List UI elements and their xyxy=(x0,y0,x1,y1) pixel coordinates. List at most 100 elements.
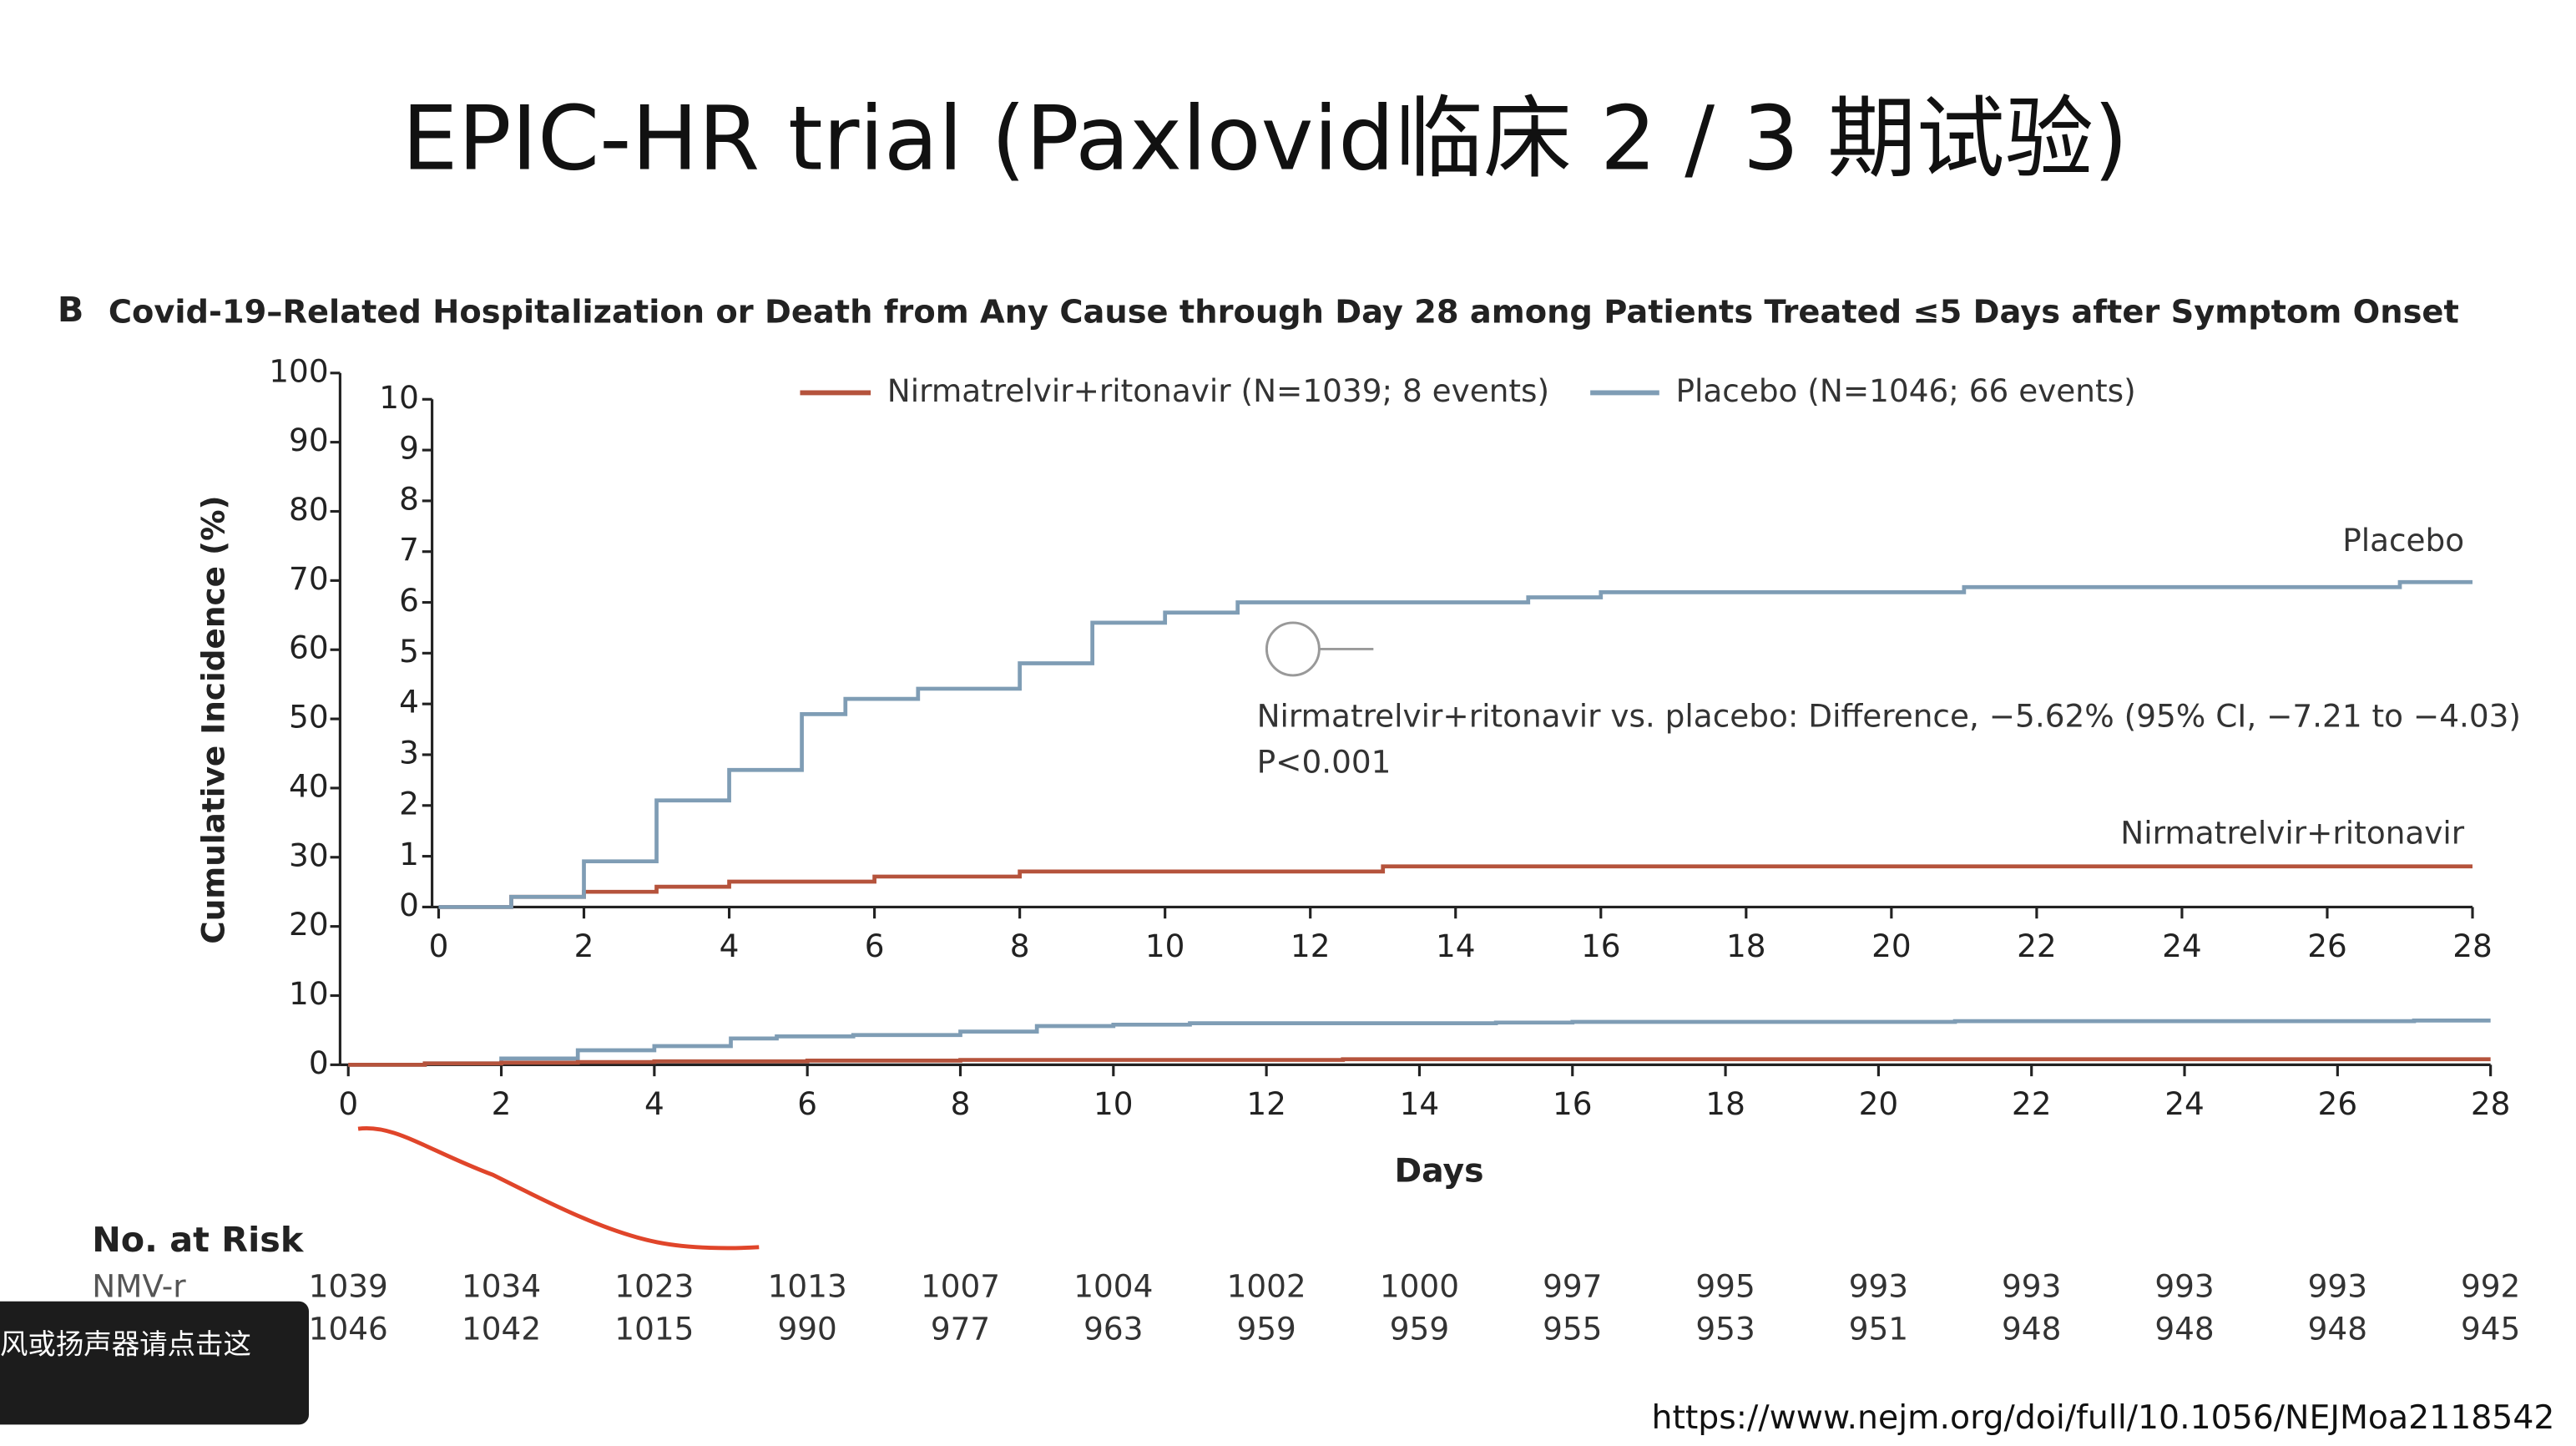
popup-text[interactable]: 风或扬声器请点击这 xyxy=(0,1327,251,1360)
x-tick-label: 0 xyxy=(338,1085,358,1122)
y-tick-label: 6 xyxy=(399,582,419,619)
y-tick-label: 0 xyxy=(309,1044,329,1081)
risk-value: 990 xyxy=(778,1311,837,1347)
annotation: Nirmatrelvir+ritonavir vs. placebo: Diff… xyxy=(1257,698,2521,735)
x-tick-label: 28 xyxy=(2471,1085,2511,1122)
x-tick-label: 22 xyxy=(2012,1085,2052,1122)
y-tick-label: 7 xyxy=(399,531,419,568)
risk-value: 1015 xyxy=(614,1311,694,1347)
x-tick-label: 22 xyxy=(2017,928,2057,964)
pen-stroke xyxy=(357,1125,760,1251)
step-line xyxy=(348,1018,2491,1067)
y-tick-label: 10 xyxy=(379,379,419,416)
step-line xyxy=(438,579,2473,909)
risk-value: 951 xyxy=(1849,1311,1908,1347)
risk-value: 1013 xyxy=(768,1268,847,1305)
y-tick-label: 4 xyxy=(399,684,419,720)
risk-value: 948 xyxy=(2002,1311,2061,1347)
y-tick-label: 80 xyxy=(289,491,329,528)
risk-value: 993 xyxy=(2002,1268,2061,1305)
chart-title: Covid-19–Related Hospitalization or Deat… xyxy=(109,293,2459,331)
risk-value: 997 xyxy=(1543,1268,1602,1305)
legend-label: Placebo (N=1046; 66 events) xyxy=(1675,372,2135,409)
x-tick-label: 6 xyxy=(797,1085,817,1122)
x-tick-label: 14 xyxy=(1400,1085,1440,1122)
x-tick-label: 26 xyxy=(2307,928,2347,964)
risk-value: 993 xyxy=(2308,1268,2367,1305)
risk-value: 959 xyxy=(1236,1311,1296,1347)
x-tick-label: 24 xyxy=(2162,928,2202,964)
risk-value: 1000 xyxy=(1380,1268,1459,1305)
risk-value: 1039 xyxy=(309,1268,388,1305)
risk-value: 953 xyxy=(1695,1311,1755,1347)
x-tick-label: 6 xyxy=(865,928,885,964)
slide-title: EPIC-HR trial (Paxlovid临床 2 / 3 期试验) xyxy=(402,88,2128,191)
risk-value: 995 xyxy=(1695,1268,1755,1305)
x-tick-label: 20 xyxy=(1859,1085,1899,1122)
source-url: https://www.nejm.org/doi/full/10.1056/NE… xyxy=(1652,1398,2555,1437)
y-axis-label: Cumulative Incidence (%) xyxy=(194,495,231,943)
x-tick-label: 18 xyxy=(1705,1085,1745,1122)
y-tick-label: 20 xyxy=(289,906,329,943)
x-tick-label: 10 xyxy=(1094,1085,1134,1122)
x-tick-label: 12 xyxy=(1291,928,1331,964)
risk-value: 993 xyxy=(1849,1268,1908,1305)
y-tick-label: 50 xyxy=(289,699,329,736)
y-tick-label: 0 xyxy=(399,887,419,923)
risk-value: 992 xyxy=(2461,1268,2520,1305)
risk-value: 1023 xyxy=(614,1268,694,1305)
x-tick-label: 14 xyxy=(1436,928,1476,964)
risk-value: 963 xyxy=(1083,1311,1143,1347)
risk-row-label: NMV-r xyxy=(92,1268,186,1305)
y-tick-label: 60 xyxy=(289,629,329,666)
x-axis-label: Days xyxy=(1395,1152,1484,1191)
risk-value: 993 xyxy=(2154,1268,2214,1305)
risk-value: 1034 xyxy=(462,1268,541,1305)
y-tick-label: 10 xyxy=(289,975,329,1012)
risk-value: 955 xyxy=(1543,1311,1602,1347)
risk-value: 1007 xyxy=(921,1268,1000,1305)
step-line xyxy=(348,1057,2491,1067)
x-tick-label: 20 xyxy=(1871,928,1912,964)
y-tick-label: 1 xyxy=(399,836,419,872)
y-tick-label: 5 xyxy=(399,633,419,670)
x-tick-label: 26 xyxy=(2318,1085,2358,1122)
y-tick-label: 100 xyxy=(269,352,328,389)
x-tick-label: 10 xyxy=(1145,928,1185,964)
y-tick-label: 2 xyxy=(399,785,419,822)
popup[interactable] xyxy=(0,1301,310,1425)
legend-label: Nirmatrelvir+ritonavir (N=1039; 8 events… xyxy=(887,372,1549,409)
y-tick-label: 90 xyxy=(289,422,329,458)
annotation: Placebo xyxy=(2342,522,2464,559)
risk-value: 1004 xyxy=(1073,1268,1153,1305)
risk-value: 1042 xyxy=(462,1311,541,1347)
y-tick-label: 30 xyxy=(289,837,329,873)
x-tick-label: 4 xyxy=(720,928,740,964)
risk-value: 948 xyxy=(2308,1311,2367,1347)
x-tick-label: 8 xyxy=(951,1085,971,1122)
y-tick-label: 70 xyxy=(289,560,329,597)
x-tick-label: 8 xyxy=(1010,928,1030,964)
risk-value: 959 xyxy=(1390,1311,1449,1347)
y-tick-label: 40 xyxy=(289,767,329,804)
x-tick-label: 4 xyxy=(644,1085,664,1122)
x-tick-label: 2 xyxy=(492,1085,512,1122)
risk-value: 977 xyxy=(931,1311,990,1347)
y-tick-label: 9 xyxy=(399,430,419,467)
risk-value: 1002 xyxy=(1227,1268,1306,1305)
y-tick-label: 3 xyxy=(399,734,419,771)
panel-label: B xyxy=(58,290,84,330)
annotation: P<0.001 xyxy=(1257,744,1392,781)
risk-value: 948 xyxy=(2154,1311,2214,1347)
y-tick-label: 8 xyxy=(399,480,419,517)
risk-value: 945 xyxy=(2461,1311,2520,1347)
x-tick-label: 18 xyxy=(1726,928,1766,964)
x-tick-label: 2 xyxy=(574,928,594,964)
risk-value: 1046 xyxy=(309,1311,388,1347)
risk-title: No. at Risk xyxy=(92,1220,305,1260)
x-tick-label: 24 xyxy=(2164,1085,2205,1122)
x-tick-label: 16 xyxy=(1553,1085,1593,1122)
x-tick-label: 12 xyxy=(1246,1085,1286,1122)
